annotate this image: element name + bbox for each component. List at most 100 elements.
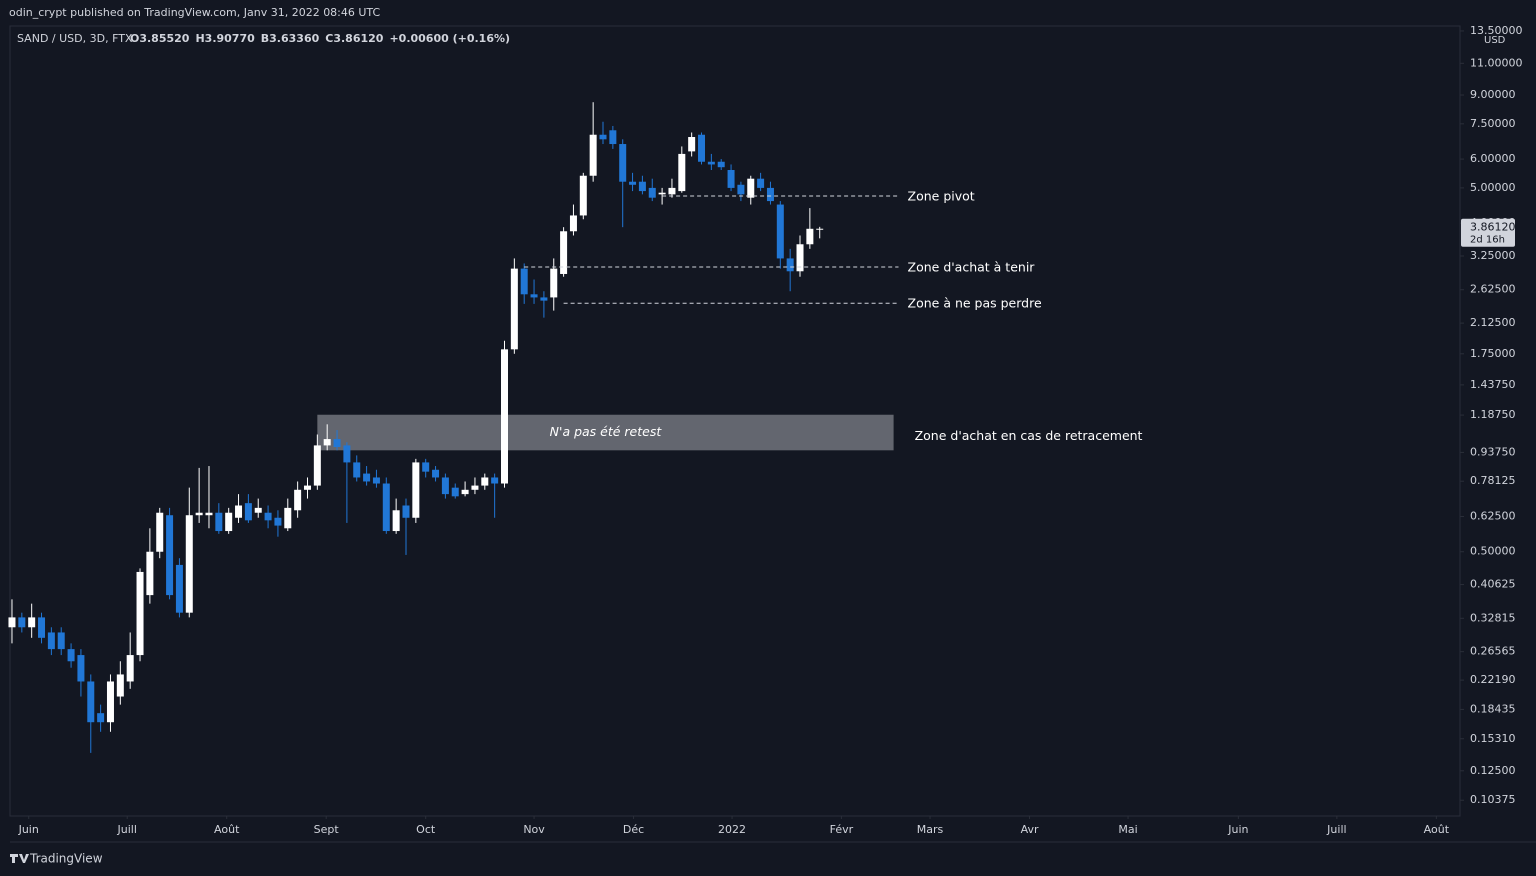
candle-body — [432, 469, 440, 478]
zone-box-text: N'a pas été retest — [550, 424, 663, 439]
candle-body — [698, 134, 706, 162]
zone-label: Zone à ne pas perdre — [908, 296, 1042, 311]
y-tick-label: 2.62500 — [1470, 283, 1516, 296]
y-tick-label: 0.40625 — [1470, 578, 1516, 591]
price-tag-value: 3.86120 — [1470, 221, 1516, 234]
x-tick-label: Juill — [117, 823, 137, 836]
candle-body — [57, 632, 65, 650]
candle-body — [569, 215, 577, 232]
candle-body — [776, 204, 784, 259]
candle-body — [737, 184, 745, 195]
candle-body — [500, 349, 508, 484]
candle-body — [461, 489, 469, 495]
candle-body — [146, 551, 154, 596]
candle-body — [215, 512, 223, 532]
symbol: SAND / USD, 3D, FTX — [17, 32, 133, 45]
y-tick-label: 11.00000 — [1470, 56, 1523, 69]
candle-body — [520, 268, 528, 295]
candle-body — [648, 187, 656, 198]
candle-body — [8, 617, 16, 628]
candle-body — [195, 512, 203, 516]
candle-body — [136, 571, 144, 656]
candle-body — [264, 512, 272, 521]
candle-body — [303, 485, 311, 490]
candle-body — [402, 505, 410, 518]
ohlc-value: C3.86120 — [325, 32, 384, 45]
y-tick-label: 0.32815 — [1470, 611, 1516, 624]
y-tick-label: 0.10375 — [1470, 793, 1516, 806]
x-tick-label: Mars — [917, 823, 944, 836]
candle-body — [97, 713, 105, 723]
candle-body — [47, 632, 55, 650]
candle-body — [668, 187, 676, 195]
candle-body — [422, 462, 430, 472]
candle-body — [619, 144, 627, 182]
candle-body — [796, 244, 804, 272]
y-tick-label: 0.15310 — [1470, 732, 1516, 745]
y-tick-label: 0.78125 — [1470, 474, 1516, 487]
x-tick-label: Mai — [1118, 823, 1137, 836]
candle-body — [235, 505, 243, 518]
candle-body — [678, 153, 686, 192]
candle-body — [372, 477, 380, 484]
x-tick-label: Juin — [18, 823, 39, 836]
y-tick-label: 3.25000 — [1470, 249, 1516, 262]
candle-body — [254, 507, 262, 513]
candle-body — [333, 439, 341, 448]
candle-body — [28, 617, 36, 628]
y-tick-label: 1.18750 — [1470, 408, 1516, 421]
candle-body — [116, 674, 124, 697]
candle-body — [363, 473, 371, 482]
candle-body — [77, 655, 85, 682]
candle-body — [87, 681, 95, 723]
y-tick-label: 1.75000 — [1470, 347, 1516, 360]
candle-body — [806, 228, 814, 245]
candle-body — [18, 617, 26, 628]
candle-body — [550, 268, 558, 298]
y-tick-label: 6.00000 — [1470, 152, 1516, 165]
candle-body — [451, 487, 459, 497]
x-tick-label: Févr — [830, 823, 854, 836]
y-tick-label: 1.43750 — [1470, 378, 1516, 391]
candle-body — [786, 258, 794, 272]
candle-body — [284, 507, 292, 529]
candle-body — [629, 181, 637, 185]
x-tick-label: Sept — [314, 823, 340, 836]
candle-body — [343, 445, 351, 463]
zone-box-label: Zone d'achat en cas de retracement — [915, 428, 1143, 443]
candle-body — [560, 231, 568, 274]
zone-label: Zone pivot — [908, 189, 975, 204]
candle-body — [727, 169, 735, 188]
y-tick-label: 0.18435 — [1470, 702, 1516, 715]
y-tick-label: 5.00000 — [1470, 181, 1516, 194]
candle-body — [747, 178, 755, 198]
candle-body — [540, 297, 548, 301]
x-tick-label: Juin — [1227, 823, 1248, 836]
y-tick-label: 9.00000 — [1470, 88, 1516, 101]
candle-body — [205, 512, 213, 516]
candle-body — [530, 294, 538, 298]
candle-body — [106, 681, 114, 723]
candle-body — [766, 187, 774, 202]
x-tick-label: Juill — [1326, 823, 1346, 836]
brand: TradingView — [29, 852, 103, 866]
y-tick-label: 0.12500 — [1470, 764, 1516, 777]
brand-logo — [10, 854, 29, 863]
x-tick-label: Août — [214, 823, 240, 836]
candle-body — [313, 445, 321, 486]
candle-body — [294, 489, 302, 511]
price-tag-countdown: 2d 16h — [1470, 235, 1505, 246]
y-tick-label: 13.50000 — [1470, 24, 1523, 37]
y-tick-label: 7.50000 — [1470, 117, 1516, 130]
candle-body — [412, 462, 420, 518]
candle-body — [707, 161, 715, 165]
candle-body — [658, 192, 666, 195]
candle-body — [126, 655, 134, 682]
ohlc-value: B3.63360 — [261, 32, 320, 45]
candle-body — [589, 134, 597, 176]
candle-body — [323, 439, 331, 446]
candle-body — [638, 181, 646, 192]
candle-body — [510, 268, 518, 350]
candle-body — [274, 517, 282, 526]
